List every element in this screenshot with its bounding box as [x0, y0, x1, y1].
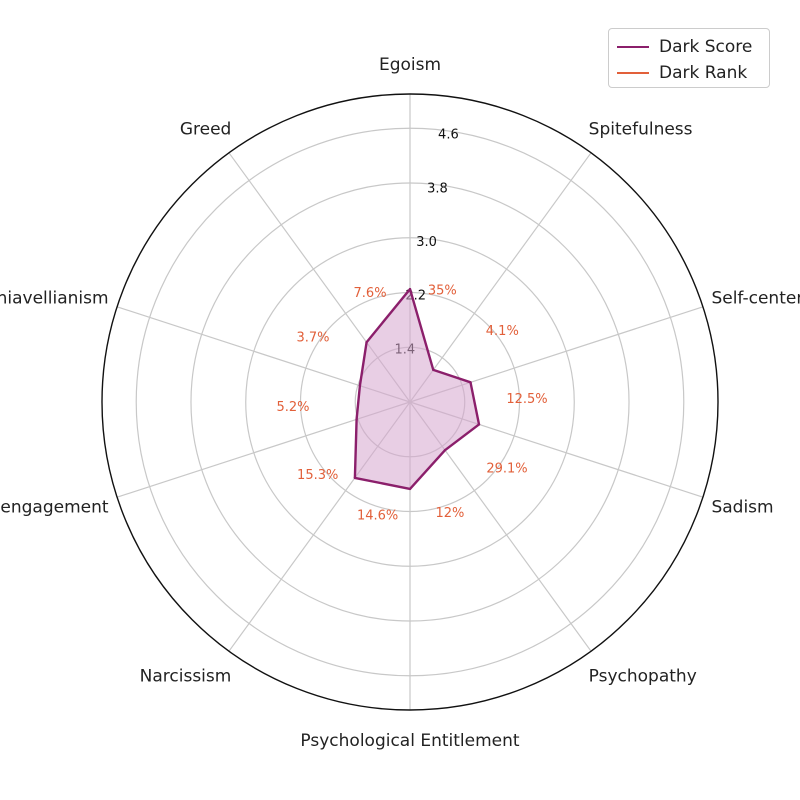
legend-label-dark-score: Dark Score: [659, 37, 753, 57]
category-label-6: Narcissism: [140, 666, 232, 686]
dark-rank-label-9: 7.6%: [354, 286, 387, 301]
dark-rank-label-4: 12%: [435, 506, 464, 521]
legend-item-dark-rank: Dark Rank: [617, 60, 761, 86]
legend-item-dark-score: Dark Score: [617, 34, 761, 60]
dark-rank-label-7: 5.2%: [277, 400, 310, 415]
legend-swatch-dark-score: [617, 46, 649, 48]
category-label-1: Spitefulness: [589, 120, 693, 140]
spoke-1: [409, 152, 592, 403]
legend: Dark Score Dark Rank: [608, 28, 770, 88]
dark-score-point-7: [355, 418, 358, 421]
legend-swatch-dark-rank: [617, 72, 649, 74]
dark-rank-label-0: 35%: [428, 284, 457, 299]
dark-rank-label-5: 14.6%: [357, 508, 398, 523]
dark-rank-label-2: 12.5%: [506, 392, 547, 407]
dark-score-point-6: [353, 476, 357, 480]
dark-rank-label-3: 29.1%: [486, 462, 527, 477]
outer-frame: [101, 93, 719, 711]
category-label-9: Greed: [180, 120, 232, 140]
category-label-5: Psychological Entitlement: [300, 731, 519, 751]
dark-score-point-4: [443, 448, 447, 452]
dark-score-point-3: [477, 423, 481, 426]
category-label-7: Moral Disengagement: [0, 497, 109, 517]
dark-rank-label-8: 3.7%: [297, 330, 330, 345]
dark-score-point-5: [408, 487, 412, 491]
dark-rank-label-1: 4.1%: [486, 324, 519, 339]
category-label-0: Egoism: [379, 55, 441, 75]
dark-rank-label-6: 15.3%: [297, 468, 338, 483]
category-label-3: Sadism: [711, 497, 773, 517]
radial-tick-label-2: 3.0: [416, 235, 437, 250]
radial-tick-label-4: 4.6: [438, 128, 459, 143]
dark-score-point-8: [358, 384, 362, 387]
radial-tick-label-3: 3.8: [427, 181, 448, 196]
legend-label-dark-rank: Dark Rank: [659, 63, 748, 83]
dark-score-area: [354, 289, 479, 489]
category-label-8: Machiavellianism: [0, 289, 109, 309]
dark-score-point-0: [408, 287, 412, 291]
category-label-4: Psychopathy: [589, 666, 697, 686]
dark-score-point-9: [365, 340, 368, 344]
dark-score-point-1: [432, 368, 435, 372]
dark-score-point-2: [469, 381, 472, 384]
category-label-2: Self-centeredness: [711, 289, 800, 309]
